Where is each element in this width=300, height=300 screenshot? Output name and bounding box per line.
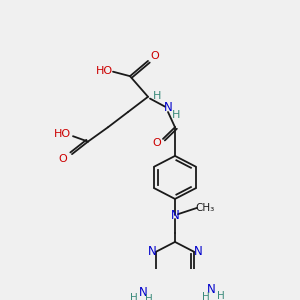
Text: N: N [171, 208, 179, 222]
Text: N: N [207, 283, 215, 296]
Text: H: H [202, 292, 210, 300]
Text: H: H [130, 293, 138, 300]
Text: H: H [153, 91, 161, 101]
Text: O: O [58, 154, 68, 164]
Text: H: H [217, 291, 225, 300]
Text: N: N [194, 245, 203, 258]
Text: H: H [172, 110, 180, 120]
Text: N: N [139, 286, 147, 298]
Text: N: N [164, 101, 172, 114]
Text: O: O [153, 138, 161, 148]
Text: HO: HO [53, 129, 70, 140]
Text: CH₃: CH₃ [195, 203, 214, 213]
Text: H: H [145, 294, 153, 300]
Text: N: N [148, 245, 156, 258]
Text: O: O [151, 52, 159, 61]
Text: HO: HO [95, 66, 112, 76]
